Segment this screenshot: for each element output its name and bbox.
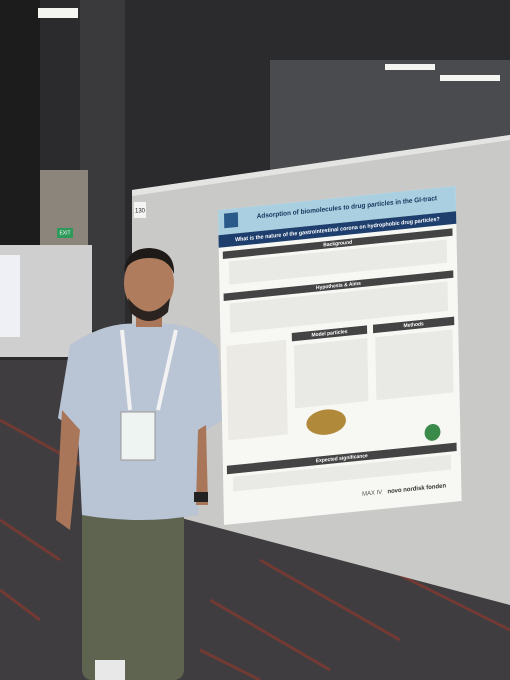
section-heading: Model particles (311, 329, 347, 339)
question-band (218, 211, 457, 248)
poster: Adsorption of biomolecules to drug parti… (218, 185, 462, 525)
section-heading: Expected significance (316, 453, 368, 464)
text-block (229, 281, 449, 333)
section-heading: Background (323, 239, 352, 248)
exit-text: EXIT (59, 230, 70, 236)
section-bar (226, 442, 457, 475)
head (124, 251, 174, 315)
watch (194, 492, 208, 502)
text-block (293, 337, 369, 409)
lanyard (120, 329, 178, 411)
section-bar (372, 316, 455, 334)
name-badge (120, 411, 156, 461)
ceiling-light (440, 75, 500, 81)
hair (124, 248, 175, 274)
qr-code (224, 212, 239, 229)
figure (226, 339, 288, 441)
section-bar (291, 325, 368, 342)
ceiling-light (38, 8, 78, 18)
trousers (82, 500, 184, 680)
person (56, 248, 222, 680)
method-icon (424, 423, 441, 441)
board-frame (132, 135, 510, 196)
beard (128, 298, 170, 321)
left-poster (0, 255, 20, 337)
section-heading: Methods (403, 321, 424, 329)
particle-image (306, 409, 346, 435)
text-block (233, 454, 452, 492)
text-block (375, 329, 454, 401)
board-number: 130 (135, 209, 146, 215)
exit-sign (57, 228, 73, 238)
section-bar (222, 228, 453, 259)
ceiling-light (385, 64, 435, 70)
sponsor: MAX IV (362, 489, 383, 498)
pillar (0, 0, 40, 250)
text-block (228, 239, 448, 285)
shoe (95, 660, 125, 680)
section-bar (223, 270, 454, 301)
arm (196, 425, 208, 505)
board-number-tag (134, 202, 146, 218)
section-heading: Hypothesis & Aims (316, 281, 361, 292)
arm (56, 410, 80, 530)
poster-header (218, 185, 457, 236)
